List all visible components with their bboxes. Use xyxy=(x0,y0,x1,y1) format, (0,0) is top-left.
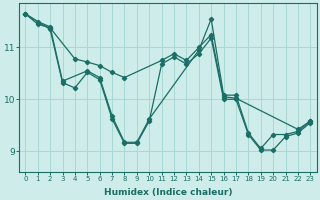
X-axis label: Humidex (Indice chaleur): Humidex (Indice chaleur) xyxy=(104,188,232,197)
